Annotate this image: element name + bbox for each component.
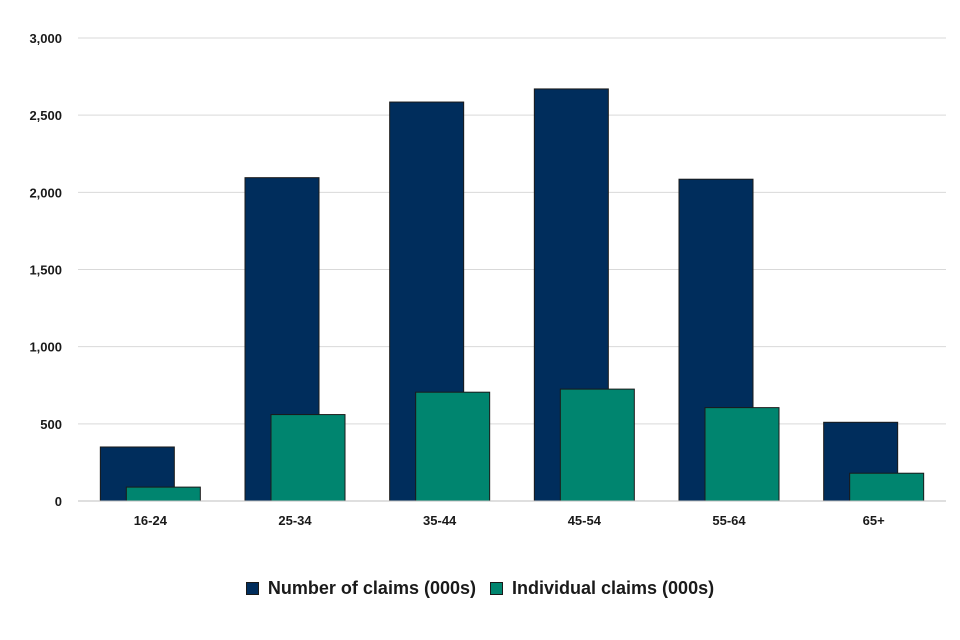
gridlines	[78, 37, 946, 425]
y-tick-label: 500	[40, 417, 62, 432]
x-tick-label: 35-44	[423, 513, 457, 528]
legend-label-number-of-claims: Number of claims (000s)	[267, 578, 476, 598]
y-tick-label: 3,000	[29, 31, 62, 46]
y-tick-label: 1,500	[29, 263, 62, 278]
bar-individual-claims-35-44	[415, 391, 491, 502]
y-axis-ticks: 0 500 1,000 1,500 2,000 2,500 3,000	[29, 31, 62, 509]
legend-label-individual-claims: Individual claims (000s)	[512, 578, 715, 598]
x-tick-label: 25-34	[278, 513, 312, 528]
legend-swatch-individual-claims	[490, 582, 503, 595]
legend-item-number-of-claims: Number of claims (000s)	[245, 578, 476, 599]
y-tick-label: 0	[55, 494, 62, 509]
bar-individual-claims-65+	[849, 472, 925, 502]
legend-swatch-number-of-claims	[245, 582, 259, 595]
legend: Number of claims (000s) Individual claim…	[0, 578, 960, 599]
x-axis-ticks: 16-24 25-34 35-44 45-54 55-64 65+	[134, 513, 885, 528]
bar-individual-claims-16-24	[125, 486, 201, 502]
y-tick-label: 2,000	[29, 185, 62, 200]
bar-individual-claims-45-54	[559, 388, 635, 502]
legend-item-individual-claims: Individual claims (000s)	[490, 578, 714, 599]
x-tick-label: 45-54	[568, 513, 602, 528]
y-tick-label: 2,500	[29, 108, 62, 123]
bars	[99, 88, 925, 502]
bar-individual-claims-55-64	[704, 407, 780, 502]
bar-individual-claims-25-34	[270, 414, 346, 502]
x-tick-label: 65+	[863, 513, 885, 528]
x-tick-label: 55-64	[712, 513, 746, 528]
x-tick-label: 16-24	[134, 513, 168, 528]
bar-chart: 0 500 1,000 1,500 2,000 2,500 3,000 16-24 25-34…	[29, 31, 946, 528]
y-tick-label: 1,000	[29, 340, 62, 355]
